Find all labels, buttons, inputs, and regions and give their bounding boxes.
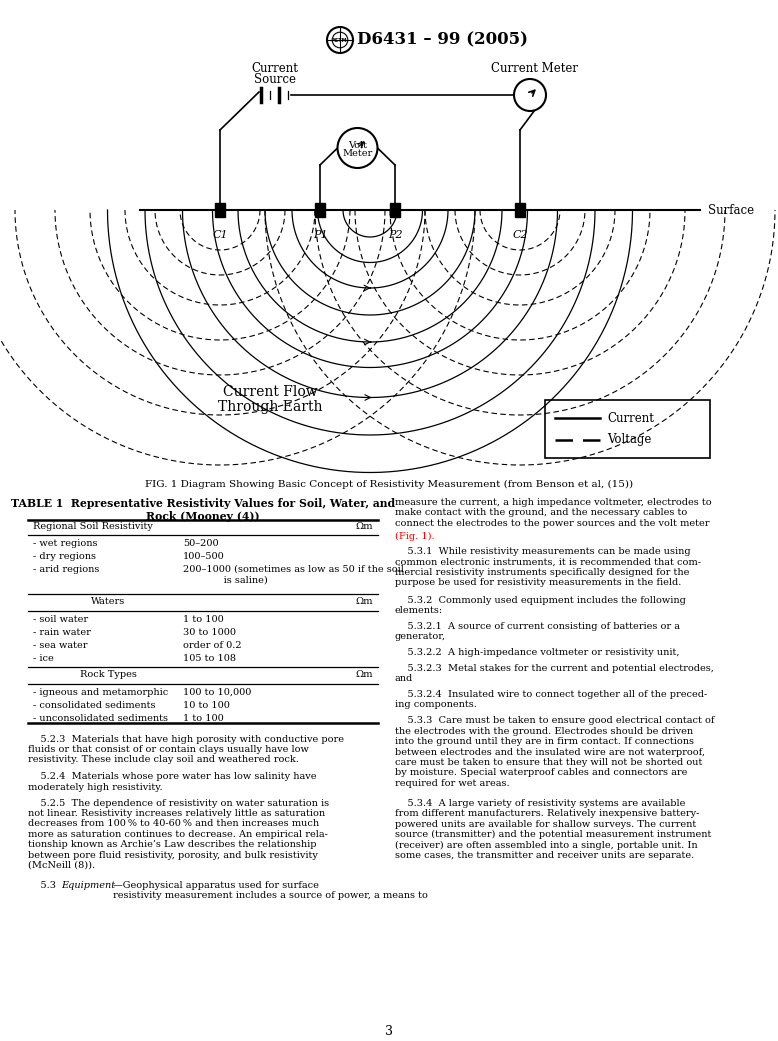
Text: Current Flow: Current Flow — [223, 385, 317, 399]
Text: Volt: Volt — [348, 141, 367, 150]
Text: 100–500: 100–500 — [183, 552, 225, 561]
Text: 200–1000 (sometimes as low as 50 if the soil
             is saline): 200–1000 (sometimes as low as 50 if the … — [183, 565, 404, 584]
Bar — [215, 203, 225, 217]
Text: - consolidated sediments: - consolidated sediments — [33, 701, 156, 710]
Text: P2: P2 — [387, 230, 402, 240]
Text: - arid regions: - arid regions — [33, 565, 100, 574]
Text: - ice: - ice — [33, 654, 54, 663]
Bar — [515, 203, 525, 217]
Text: Current: Current — [607, 411, 654, 425]
Text: C1: C1 — [212, 230, 228, 240]
Text: Voltage: Voltage — [607, 433, 651, 447]
Text: 5.3: 5.3 — [28, 881, 62, 890]
Text: - dry regions: - dry regions — [33, 552, 96, 561]
Bar — [315, 203, 325, 217]
Bar — [390, 203, 400, 217]
Text: TABLE 1  Representative Resistivity Values for Soil, Water, and
Rock (Mooney (4): TABLE 1 Representative Resistivity Value… — [11, 498, 395, 522]
Text: Ωm: Ωm — [356, 522, 373, 531]
Bar — [545, 400, 710, 458]
Circle shape — [514, 79, 546, 111]
Text: 5.3.3  Care must be taken to ensure good electrical contact of
the electrodes wi: 5.3.3 Care must be taken to ensure good … — [395, 716, 714, 788]
Text: Surface: Surface — [708, 203, 754, 217]
Text: 5.3.1  While resistivity measurements can be made using
common electronic instru: 5.3.1 While resistivity measurements can… — [395, 547, 701, 587]
Text: Ωm: Ωm — [356, 669, 373, 679]
Text: P1: P1 — [313, 230, 328, 240]
Text: 3: 3 — [385, 1025, 393, 1038]
Text: 5.3.2.1  A source of current consisting of batteries or a
generator,: 5.3.2.1 A source of current consisting o… — [395, 623, 680, 641]
Text: 1 to 100: 1 to 100 — [183, 614, 224, 624]
Text: Waters: Waters — [91, 596, 125, 606]
Text: D6431 – 99 (2005): D6431 – 99 (2005) — [357, 31, 528, 49]
Text: 5.3.2.3  Metal stakes for the current and potential electrodes,
and: 5.3.2.3 Metal stakes for the current and… — [395, 663, 714, 683]
Text: (Fig. 1).: (Fig. 1). — [395, 532, 435, 540]
Text: 5.2.4  Materials whose pore water has low salinity have
moderately high resistiv: 5.2.4 Materials whose pore water has low… — [28, 772, 317, 791]
Circle shape — [338, 128, 377, 168]
Text: 10 to 100: 10 to 100 — [183, 701, 230, 710]
Text: 50–200: 50–200 — [183, 539, 219, 548]
Text: 5.3.2  Commonly used equipment includes the following
elements:: 5.3.2 Commonly used equipment includes t… — [395, 595, 686, 615]
Text: 105 to 108: 105 to 108 — [183, 654, 236, 663]
Text: - igneous and metamorphic: - igneous and metamorphic — [33, 688, 168, 696]
Text: C2: C2 — [512, 230, 527, 240]
Text: Equipment: Equipment — [61, 881, 115, 890]
Text: - soil water: - soil water — [33, 614, 88, 624]
Text: 1 to 100: 1 to 100 — [183, 713, 224, 722]
Text: Current Meter: Current Meter — [492, 62, 579, 75]
Text: - rain water: - rain water — [33, 628, 91, 637]
Text: 5.2.5  The dependence of resistivity on water saturation is
not linear. Resistiv: 5.2.5 The dependence of resistivity on w… — [28, 798, 329, 870]
Text: - sea water: - sea water — [33, 640, 87, 650]
Text: Regional Soil Resistivity: Regional Soil Resistivity — [33, 522, 152, 531]
Text: 30 to 1000: 30 to 1000 — [183, 628, 236, 637]
Text: Through Earth: Through Earth — [218, 400, 322, 414]
Text: 5.3.2.2  A high-impedance voltmeter or resistivity unit,: 5.3.2.2 A high-impedance voltmeter or re… — [395, 649, 679, 658]
Text: —Geophysical apparatus used for surface
resistivity measurement includes a sourc: —Geophysical apparatus used for surface … — [113, 881, 428, 900]
Text: measure the current, a high impedance voltmeter, electrodes to
make contact with: measure the current, a high impedance vo… — [395, 498, 712, 538]
Text: - wet regions: - wet regions — [33, 539, 97, 548]
Text: - unconsolidated sediments: - unconsolidated sediments — [33, 713, 168, 722]
Text: 5.3.4  A large variety of resistivity systems are available
from different manuf: 5.3.4 A large variety of resistivity sys… — [395, 798, 711, 860]
Text: Meter: Meter — [342, 150, 373, 158]
Text: Current: Current — [251, 62, 299, 75]
Text: Ωm: Ωm — [356, 596, 373, 606]
Text: Source: Source — [254, 73, 296, 86]
Text: ASTM: ASTM — [332, 37, 348, 43]
Text: 100 to 10,000: 100 to 10,000 — [183, 688, 251, 696]
Text: Rock Types: Rock Types — [79, 669, 136, 679]
Text: 5.2.3  Materials that have high porosity with conductive pore
fluids or that con: 5.2.3 Materials that have high porosity … — [28, 735, 344, 764]
Text: 5.3.2.4  Insulated wire to connect together all of the preced-
ing components.: 5.3.2.4 Insulated wire to connect togeth… — [395, 690, 707, 709]
Text: order of 0.2: order of 0.2 — [183, 640, 242, 650]
Text: FIG. 1 Diagram Showing Basic Concept of Resistivity Measurement (from Benson et : FIG. 1 Diagram Showing Basic Concept of … — [145, 480, 633, 489]
